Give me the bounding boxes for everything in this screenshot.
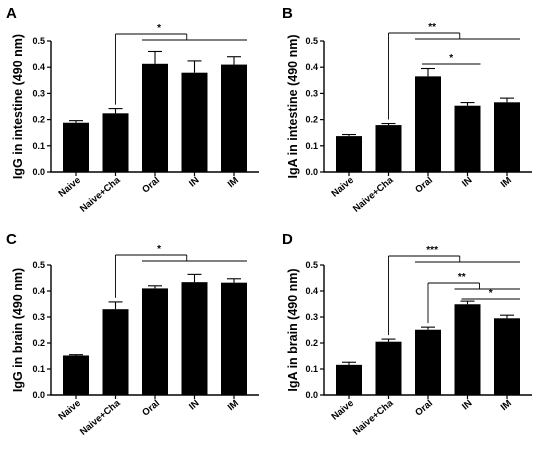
chart-panel-c: C IgG in brain (490 nm) 0.0 0.1 0.2 0.3 0.4 0.5… [6,231,259,438]
x-tick-label: Oral [140,398,162,419]
y-tick-label: 0.5 [32,260,45,270]
panel-letter: C [6,231,17,248]
y-axis-title: IgG in intestine (490 nm) [11,34,25,179]
y-axis-title: IgA in intestine (490 nm) [286,34,300,178]
y-tick-label: 0.2 [305,115,318,125]
significance-label: * [489,288,493,299]
y-tick-label: 0.1 [32,141,45,151]
x-tick-label: Naive [329,398,355,423]
significance-label: *** [426,245,438,256]
significance-label: * [449,53,453,64]
significance-label: * [157,23,161,34]
panel-letter: B [282,5,293,22]
x-tick-label: IM [226,175,241,190]
y-tick-label: 0.3 [305,312,318,322]
x-tick-label: IM [499,175,514,190]
x-tick-label: IM [499,398,514,413]
bar-naive [336,364,362,395]
x-tick-label: Naive+Cha [351,174,396,214]
significance-label: ** [428,22,436,33]
y-tick-label: 0.3 [32,88,45,98]
y-tick-label: 0.3 [32,312,45,322]
bar-im [221,64,247,172]
bar-im [221,282,247,395]
y-tick-label: 0.4 [305,286,318,296]
chart-panel-b: B IgA in intestine (490 nm) 0.0 0.1 0.2 0.3 0.… [282,5,532,215]
significance-bracket: * [115,23,247,105]
y-tick-label: 0.2 [32,115,45,125]
significance-bracket: * [422,53,481,65]
bar-naive [63,355,89,395]
y-tick-label: 0.4 [305,62,318,72]
bar-naive-cha [375,125,402,172]
x-tick-label: IN [460,175,474,190]
x-tick-label: Naive+Cha [78,397,123,437]
bar-oral [142,63,168,172]
significance-bracket: * [115,244,247,298]
x-tick-label: IN [187,398,201,413]
x-tick-label: IN [460,398,474,413]
bar-naive-cha [102,309,129,395]
x-tick-label: Naive [56,175,82,200]
y-tick-label: 0.4 [32,286,45,296]
bar-naive-cha [375,341,402,395]
x-tick-label: Naive+Cha [351,397,396,437]
significance-bracket: ** [388,22,520,120]
significance-bracket: *** [388,245,520,336]
panel-letter: D [282,231,293,248]
bar-oral [415,76,441,172]
y-tick-label: 0.1 [32,364,45,374]
y-tick-label: 0.3 [305,88,318,98]
x-tick-label: Naive+Cha [78,174,123,214]
x-tick-label: Naive [56,398,82,423]
significance-label: ** [458,272,466,283]
y-axis-title: IgA in brain (490 nm) [286,268,300,391]
y-tick-label: 0.5 [305,260,318,270]
bar-oral [142,288,168,395]
y-tick-label: 0.0 [305,167,318,177]
y-tick-label: 0.4 [32,62,45,72]
chart-panel-d: D IgA in brain (490 nm) 0.0 0.1 0.2 0.3 0.4 0.5… [282,231,532,438]
y-tick-label: 0.0 [32,390,45,400]
y-tick-label: 0.5 [305,36,318,46]
x-tick-label: Oral [413,398,435,419]
significance-bracket: ** [427,272,520,324]
bar-im [494,102,520,172]
bar-oral [415,329,441,395]
bar-in [181,72,208,172]
x-tick-label: Oral [140,175,162,196]
y-tick-label: 0.2 [32,338,45,348]
significance-label: * [157,244,161,255]
panel-letter: A [6,5,17,22]
x-tick-label: IM [226,398,241,413]
bar-im [494,318,520,395]
y-tick-label: 0.1 [305,141,318,151]
chart-panel-a: A IgG in intestine (490 nm) 0.0 0.1 0.2 0.3 0.… [6,5,259,215]
y-tick-label: 0.2 [305,338,318,348]
significance-bracket: * [461,288,520,300]
y-tick-label: 0.0 [32,167,45,177]
bar-in [181,282,208,395]
x-tick-label: Oral [413,175,435,196]
bar-naive [63,122,89,172]
x-tick-label: IN [187,175,201,190]
y-tick-label: 0.1 [305,364,318,374]
y-tick-label: 0.5 [32,36,45,46]
bar-naive-cha [102,113,129,172]
bar-in [454,304,481,395]
bar-in [454,105,481,172]
y-tick-label: 0.0 [305,390,318,400]
bar-naive [336,136,362,172]
y-axis-title: IgG in brain (490 nm) [11,268,25,392]
x-tick-label: Naive [329,175,355,200]
